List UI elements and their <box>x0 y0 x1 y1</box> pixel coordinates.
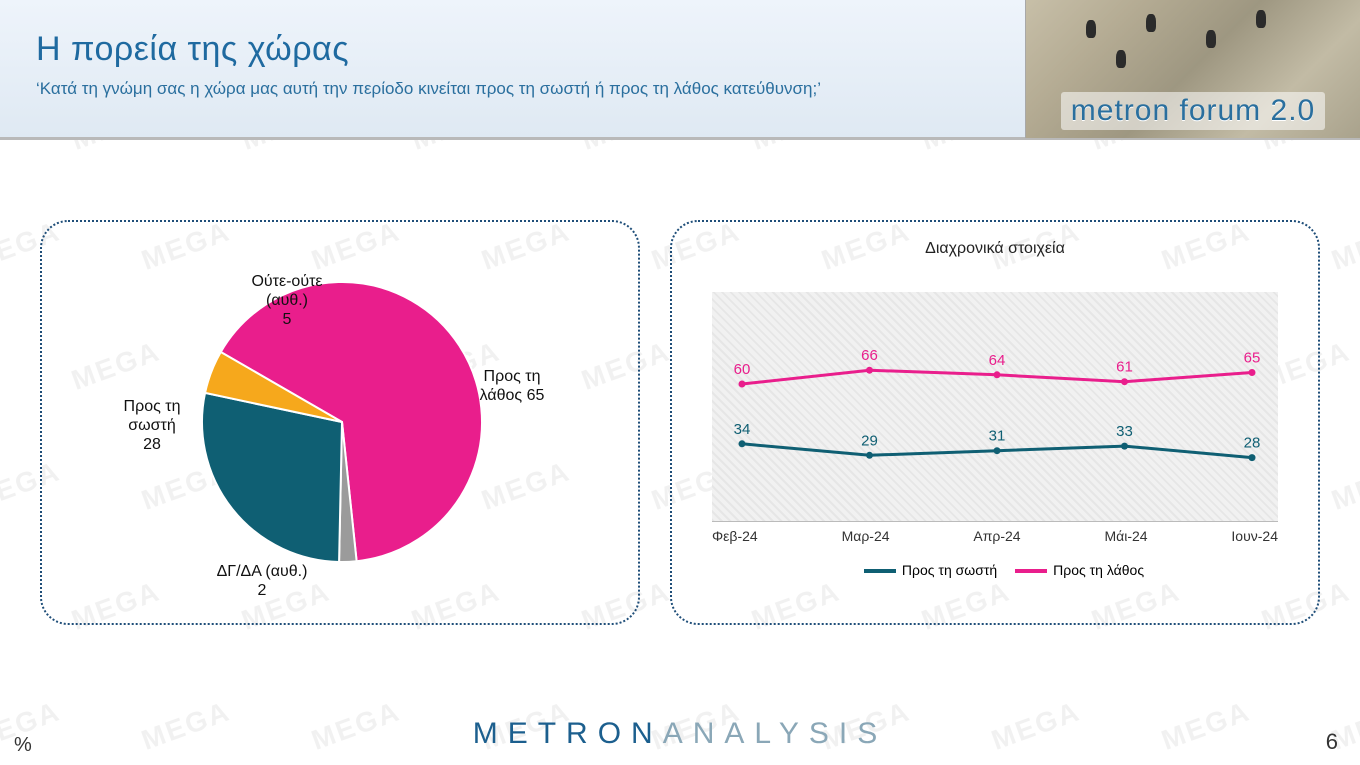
pie-label-dkna: ΔΓ/ΔΑ (αυθ.)2 <box>192 562 332 600</box>
legend-swatch-lathos <box>1015 569 1047 573</box>
x-tick-label: Ιουν-24 <box>1231 528 1278 544</box>
footer-logo: METRONANALYSIS <box>0 717 1360 751</box>
legend-swatch-sosti <box>864 569 896 573</box>
svg-text:65: 65 <box>1244 350 1261 367</box>
legend-label-lathos: Προς τη λάθος <box>1053 562 1144 578</box>
svg-text:64: 64 <box>989 352 1006 369</box>
svg-text:66: 66 <box>861 347 878 364</box>
forum-badge: metron forum 2.0 <box>1025 0 1360 138</box>
legend-label-sosti: Προς τη σωστή <box>902 562 997 578</box>
line-chart-title: Διαχρονικά στοιχεία <box>672 240 1318 258</box>
forum-text: metron forum 2.0 <box>1061 92 1325 130</box>
unit-label: % <box>14 734 32 757</box>
svg-text:29: 29 <box>861 432 878 449</box>
pie-chart-panel: Προς τη λάθος 65 ΔΓ/ΔΑ (αυθ.)2 Προς τη σ… <box>40 220 640 625</box>
line-plot-area: 34 29 31 33 28 60 66 64 61 65 <box>712 292 1278 522</box>
x-axis-labels: Φεβ-24 Μαρ-24 Απρ-24 Μάι-24 Ιουν-24 <box>712 528 1278 544</box>
line-chart-panel: Διαχρονικά στοιχεία 34 29 31 33 28 60 66 64 61 65… <box>670 220 1320 625</box>
x-tick-label: Μαρ-24 <box>842 528 890 544</box>
line-legend: Προς τη σωστή Προς τη λάθος <box>672 562 1318 578</box>
svg-text:60: 60 <box>734 361 751 378</box>
x-tick-label: Απρ-24 <box>973 528 1020 544</box>
svg-text:33: 33 <box>1116 423 1133 440</box>
page-number: 6 <box>1326 729 1338 755</box>
svg-text:61: 61 <box>1116 359 1133 376</box>
pie-label-sosti: Προς τη σωστή28 <box>102 397 202 455</box>
pie-label-neither: Ούτε-ούτε (αυθ.)5 <box>232 272 342 330</box>
svg-text:28: 28 <box>1244 435 1261 452</box>
x-tick-label: Μάι-24 <box>1104 528 1147 544</box>
svg-text:34: 34 <box>734 421 751 438</box>
pie-label-lathos: Προς τη λάθος 65 <box>462 367 562 405</box>
x-tick-label: Φεβ-24 <box>712 528 758 544</box>
svg-text:31: 31 <box>989 428 1006 445</box>
header: Η πορεία της χώρας ‘Κατά τη γνώμη σας η … <box>0 0 1360 140</box>
line-chart: 34 29 31 33 28 60 66 64 61 65 <box>712 292 1282 522</box>
